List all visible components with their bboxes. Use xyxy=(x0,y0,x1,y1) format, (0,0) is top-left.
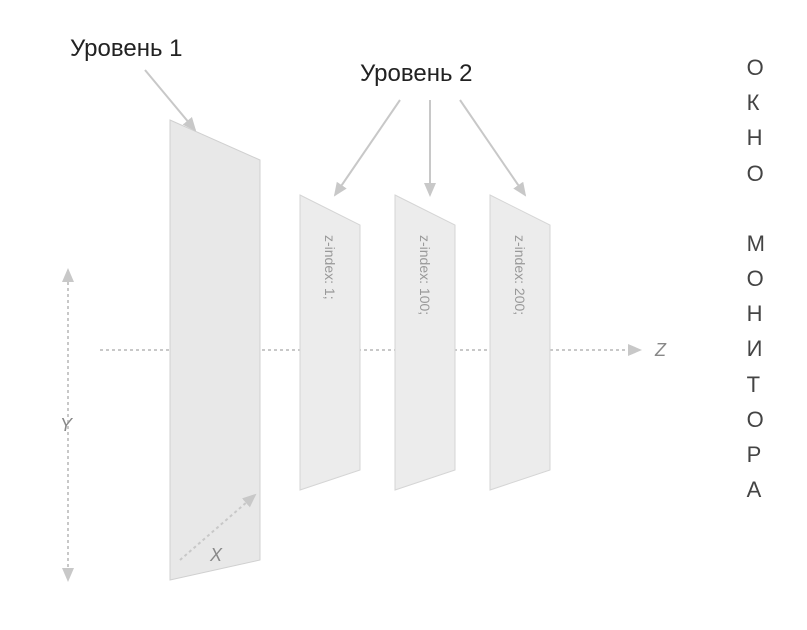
side-char: Т xyxy=(747,367,767,402)
side-char: О xyxy=(747,156,767,191)
side-char: О xyxy=(747,261,767,296)
axis-label-x: X xyxy=(210,545,222,566)
side-char: И xyxy=(747,331,767,366)
side-char: Н xyxy=(747,296,767,331)
label-zindex-100: z-index: 100; xyxy=(417,235,433,315)
axis-label-y: Y xyxy=(60,415,72,436)
side-text: О К Н О М О Н И Т О Р А xyxy=(747,50,767,507)
label-zindex-200: z-index: 200; xyxy=(512,235,528,315)
diagram-svg xyxy=(0,0,807,625)
side-char: К xyxy=(747,85,767,120)
axis-label-z: Z xyxy=(655,340,666,361)
side-char: М xyxy=(747,226,767,261)
label-level1: Уровень 1 xyxy=(70,35,182,63)
side-gap xyxy=(747,191,767,226)
label-level2: Уровень 2 xyxy=(360,60,472,88)
side-char: О xyxy=(747,50,767,85)
arrow-level2-3 xyxy=(460,100,525,195)
zindex-diagram: Уровень 1 Уровень 2 z-index: 1; z-index:… xyxy=(0,0,807,625)
arrow-level2-1 xyxy=(335,100,400,195)
side-char: А xyxy=(747,472,767,507)
label-zindex-1: z-index: 1; xyxy=(322,235,338,300)
side-char: Р xyxy=(747,437,767,472)
side-char: Н xyxy=(747,120,767,155)
side-char: О xyxy=(747,402,767,437)
plane-level1 xyxy=(170,120,260,580)
